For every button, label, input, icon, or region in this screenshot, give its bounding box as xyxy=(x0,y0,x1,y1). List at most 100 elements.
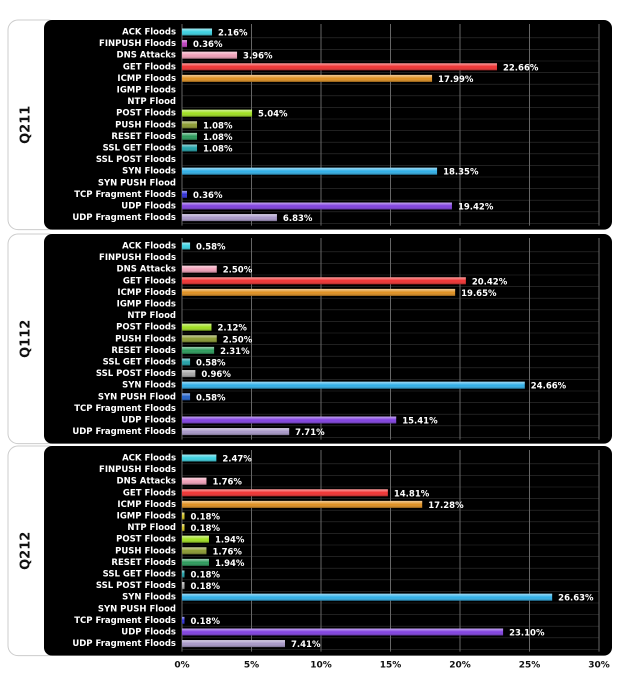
category-label: RESET Floods xyxy=(111,132,176,142)
category-label: SSL GET Floods xyxy=(103,358,176,368)
value-label: 0.36% xyxy=(193,40,223,50)
value-label: 1.08% xyxy=(203,121,233,131)
category-label: PUSH Floods xyxy=(115,120,176,130)
bar-shine xyxy=(182,288,456,296)
value-label: 0.58% xyxy=(196,359,226,369)
bar-shine xyxy=(182,416,397,424)
bar-shine xyxy=(182,582,185,590)
category-label: FINPUSH Floods xyxy=(99,39,176,49)
value-label: 0.18% xyxy=(191,571,221,581)
bar-shine xyxy=(182,477,207,485)
category-label: RESET Floods xyxy=(111,558,176,568)
value-label: 24.66% xyxy=(531,382,567,392)
value-label: 2.31% xyxy=(220,347,250,357)
category-label: DNS Attacks xyxy=(117,477,176,487)
category-label: TCP Fragment Floods xyxy=(74,616,176,626)
value-label: 1.94% xyxy=(215,536,245,546)
value-label: 1.94% xyxy=(215,559,245,569)
value-label: 6.83% xyxy=(283,214,313,224)
bar-shine xyxy=(182,489,388,497)
x-tick-label: 10% xyxy=(310,661,332,671)
bar-shine xyxy=(182,214,277,222)
category-label: ICMP Floods xyxy=(117,74,176,84)
category-label: ICMP Floods xyxy=(117,288,176,298)
bar-shine xyxy=(182,335,217,343)
x-tick-label: 20% xyxy=(449,661,471,671)
category-label: NTP Flood xyxy=(127,311,176,321)
category-label: FINPUSH Floods xyxy=(99,253,176,263)
bar-shine xyxy=(182,524,185,532)
bar-shine xyxy=(182,393,191,401)
bar-shine xyxy=(182,547,207,555)
value-label: 22.66% xyxy=(503,63,539,73)
x-tick-label: 25% xyxy=(519,661,541,671)
category-label: SYN Floods xyxy=(122,167,176,177)
category-label: SSL POST Floods xyxy=(96,155,176,165)
category-label: GET Floods xyxy=(123,488,176,498)
bar-shine xyxy=(182,132,198,140)
category-label: SYN PUSH Flood xyxy=(98,178,176,188)
bar-shine xyxy=(182,74,433,82)
category-label: IGMP Floods xyxy=(117,86,176,96)
category-label: NTP Flood xyxy=(127,97,176,107)
value-label: 1.76% xyxy=(212,547,242,557)
bar-shine xyxy=(182,640,285,648)
category-label: UDP Fragment Floods xyxy=(72,639,176,649)
bar-shine xyxy=(182,40,188,48)
panel-label: Q112 xyxy=(19,320,34,358)
bar-shine xyxy=(182,558,209,566)
value-label: 2.47% xyxy=(222,455,252,465)
category-label: TCP Fragment Floods xyxy=(74,190,176,200)
category-label: UDP Floods xyxy=(121,628,176,638)
value-label: 1.08% xyxy=(203,145,233,155)
x-tick-label: 15% xyxy=(380,661,402,671)
value-label: 1.08% xyxy=(203,133,233,143)
value-label: 2.50% xyxy=(223,266,253,276)
value-label: 7.41% xyxy=(291,640,321,650)
bar-shine xyxy=(182,370,196,378)
category-label: ACK Floods xyxy=(122,242,176,252)
bar-shine xyxy=(182,28,213,36)
value-label: 0.18% xyxy=(191,617,221,627)
value-label: 0.36% xyxy=(193,191,223,201)
category-label: TCP Fragment Floods xyxy=(74,404,176,414)
category-label: UDP Fragment Floods xyxy=(72,213,176,223)
category-label: SSL GET Floods xyxy=(103,570,176,580)
category-label: NTP Flood xyxy=(127,523,176,533)
category-label: SSL GET Floods xyxy=(103,144,176,154)
bar-shine xyxy=(182,593,553,601)
bar-shine xyxy=(182,265,217,273)
category-label: SYN Floods xyxy=(122,593,176,603)
bar-shine xyxy=(182,500,423,508)
bar-shine xyxy=(182,190,188,198)
panel-label: Q212 xyxy=(19,532,34,570)
value-label: 7.71% xyxy=(295,428,325,438)
value-label: 26.63% xyxy=(558,594,594,604)
value-label: 17.28% xyxy=(428,501,464,511)
x-tick-label: 30% xyxy=(588,661,610,671)
category-label: SSL POST Floods xyxy=(96,581,176,591)
value-label: 18.35% xyxy=(443,168,479,178)
category-label: FINPUSH Floods xyxy=(99,465,176,475)
category-label: DNS Attacks xyxy=(117,265,176,275)
value-label: 0.58% xyxy=(196,243,226,253)
bar-shine xyxy=(182,121,198,129)
category-label: SYN Floods xyxy=(122,381,176,391)
value-label: 20.42% xyxy=(472,277,508,287)
bar-shine xyxy=(182,63,497,71)
value-label: 19.42% xyxy=(458,203,494,213)
panel-label: Q211 xyxy=(19,106,34,144)
value-label: 0.96% xyxy=(201,370,231,380)
bar-shine xyxy=(182,144,198,152)
category-label: ACK Floods xyxy=(122,28,176,38)
category-label: ACK Floods xyxy=(122,454,176,464)
category-label: IGMP Floods xyxy=(117,512,176,522)
bar-shine xyxy=(182,109,253,117)
value-label: 2.50% xyxy=(223,335,253,345)
value-label: 23.10% xyxy=(509,629,545,639)
bar-shine xyxy=(182,616,185,624)
category-label: GET Floods xyxy=(123,62,176,72)
bar-shine xyxy=(182,277,466,285)
category-label: DNS Attacks xyxy=(117,51,176,61)
